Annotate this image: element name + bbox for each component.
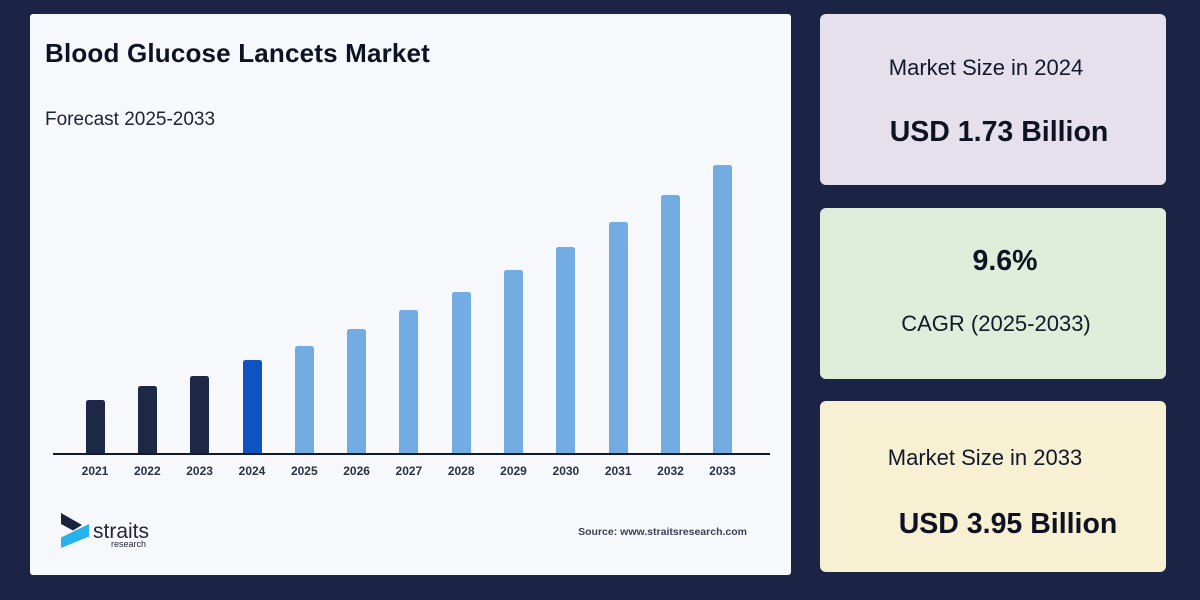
svg-text:straits: straits — [93, 520, 149, 543]
svg-text:research: research — [111, 539, 146, 549]
